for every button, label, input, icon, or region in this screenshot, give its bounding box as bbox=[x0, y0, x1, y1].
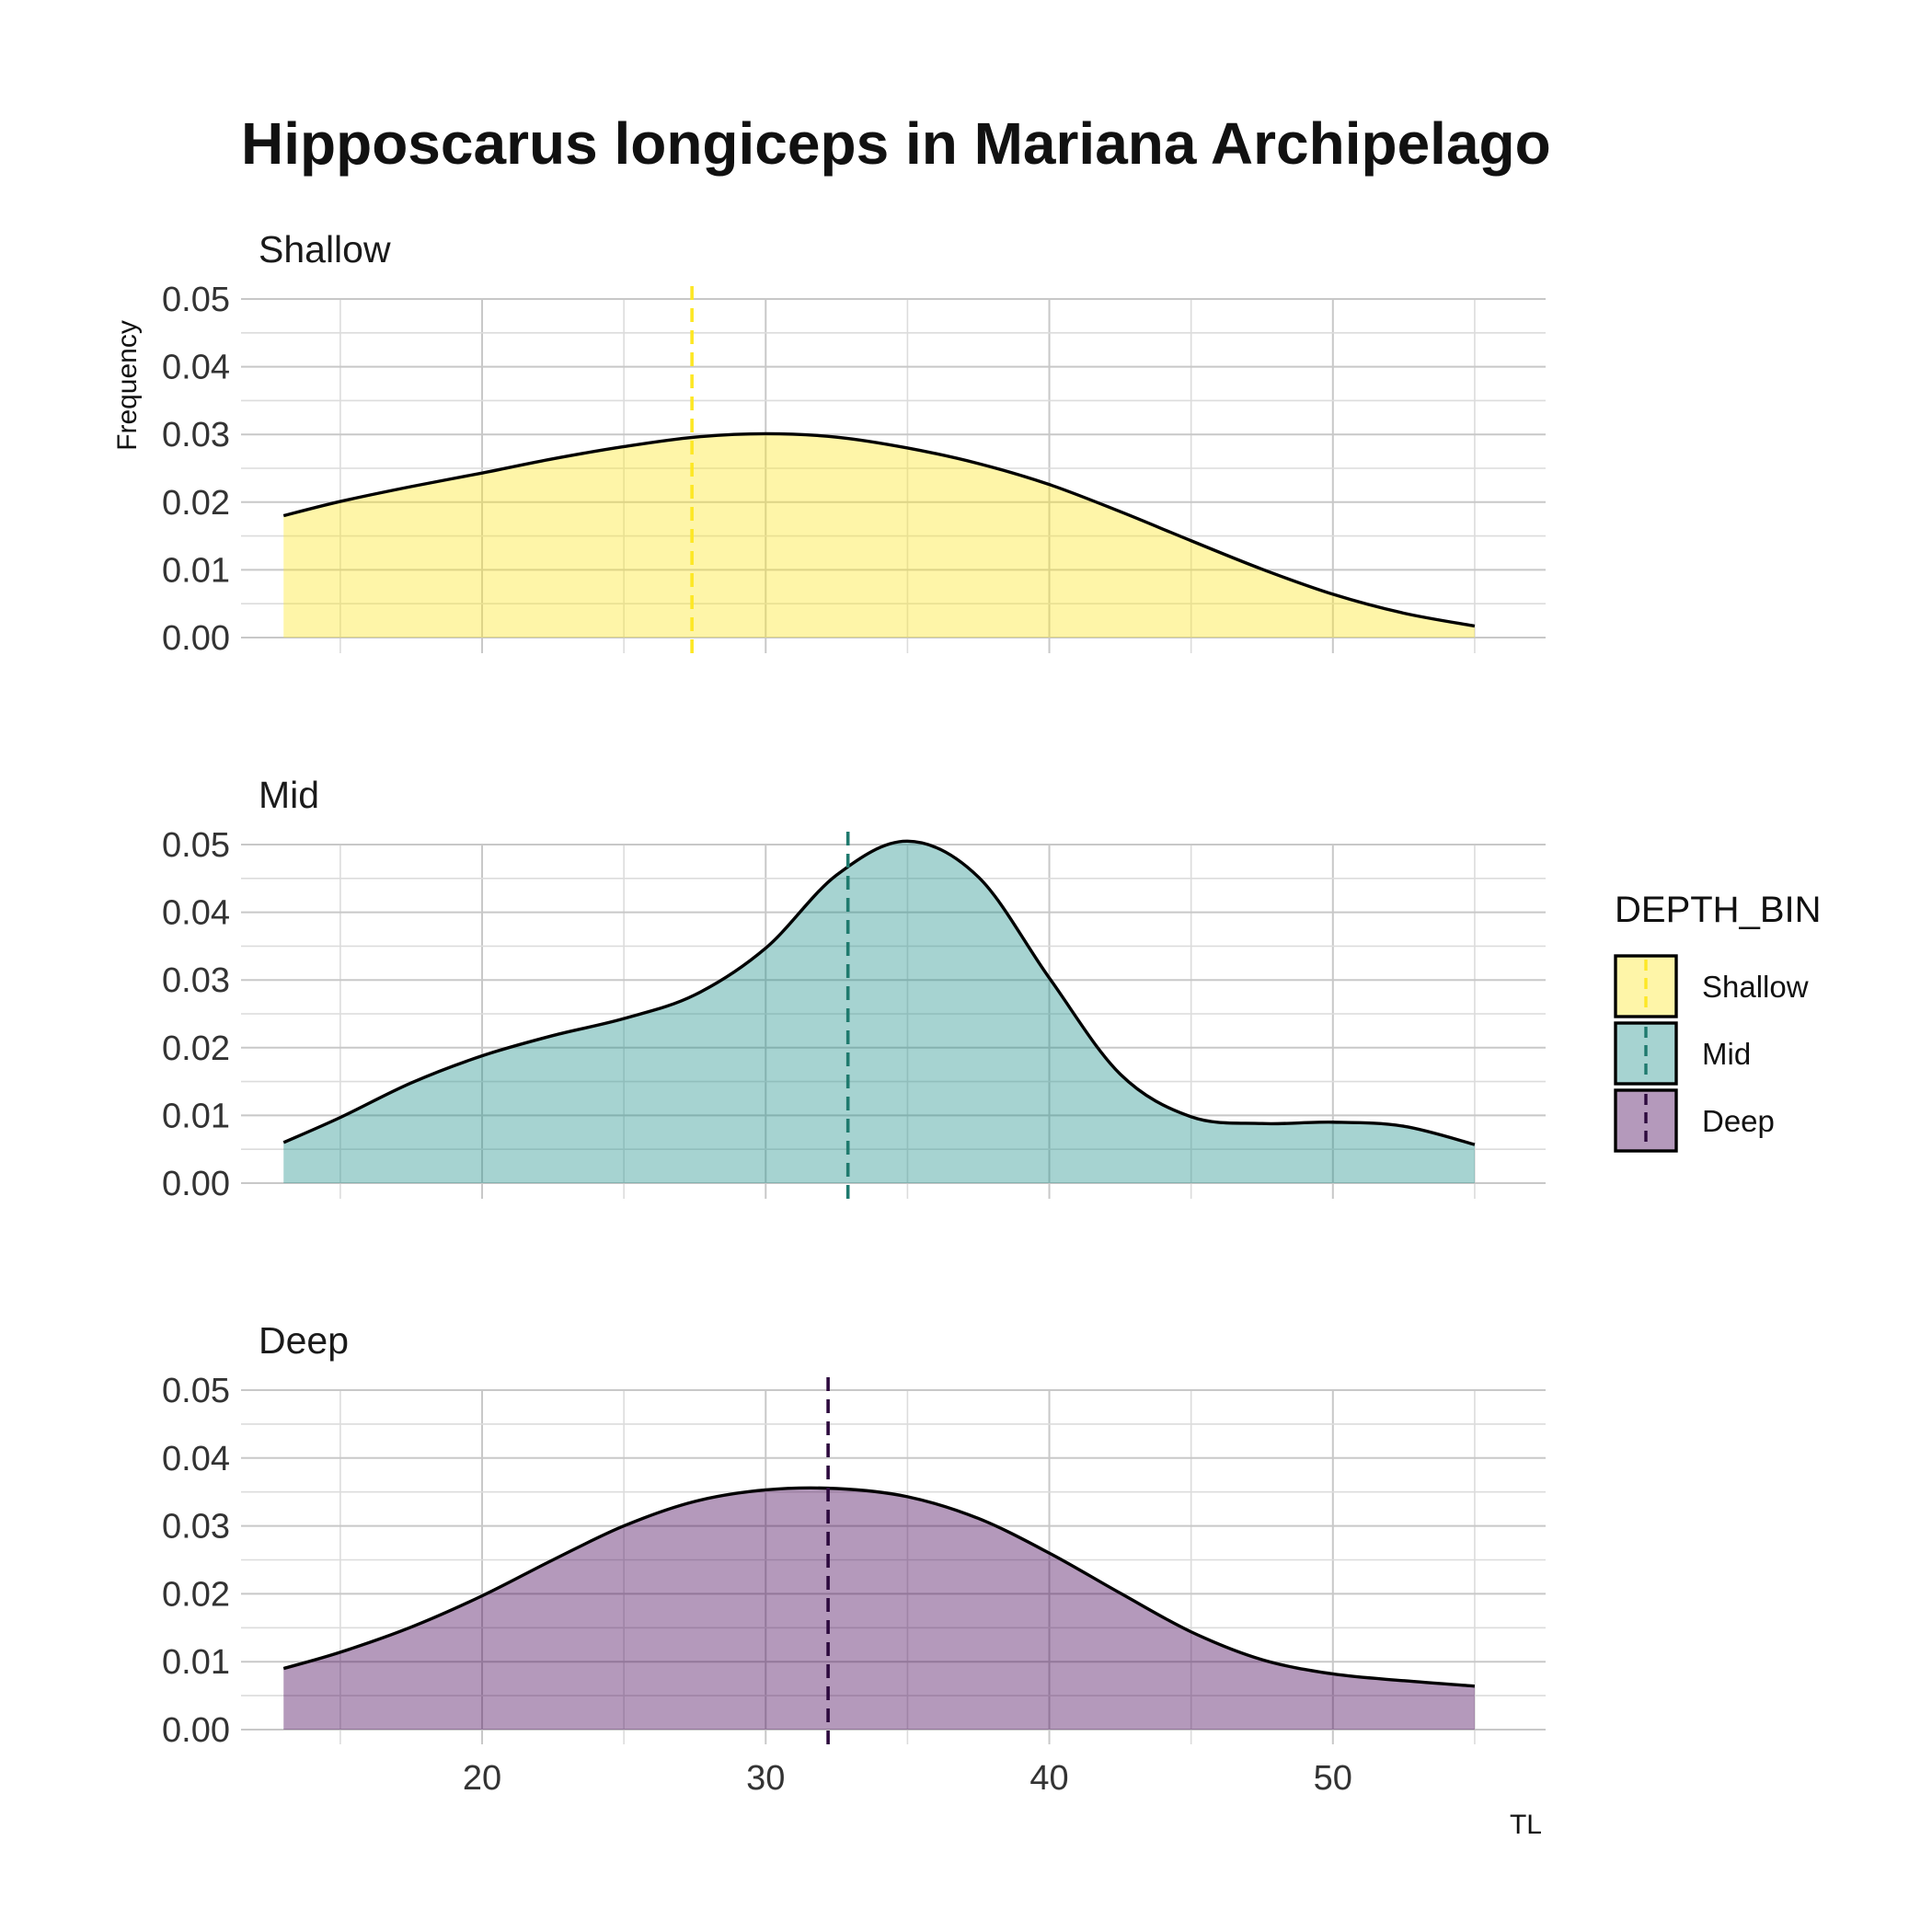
panel-shallow: Shallow 0.00 0.01 0.02 0.03 0.04 0.05 bbox=[162, 228, 1546, 658]
legend-label-deep: Deep bbox=[1702, 1104, 1775, 1138]
density-area-shallow bbox=[283, 433, 1475, 638]
y-tick-label: 0.05 bbox=[162, 281, 230, 319]
panel-shallow-label: Shallow bbox=[259, 228, 391, 270]
legend: DEPTH_BIN Shallow Mid Deep bbox=[1614, 890, 1822, 1153]
y-tick-label: 0.00 bbox=[162, 619, 230, 658]
y-tick-label: 0.03 bbox=[162, 1508, 230, 1547]
facet-panels: Shallow 0.00 0.01 0.02 0.03 0.04 0.05 Mid 0.00 0.… bbox=[162, 228, 1546, 1750]
y-tick-label: 0.03 bbox=[162, 416, 230, 454]
legend-item-deep: Deep bbox=[1614, 1088, 1775, 1153]
legend-item-shallow: Shallow bbox=[1614, 954, 1809, 1018]
x-axis-title: TL bbox=[1510, 1810, 1542, 1840]
density-area-mid bbox=[283, 841, 1475, 1183]
panel-shallow-grid bbox=[241, 298, 1546, 653]
x-tick-label: 20 bbox=[463, 1759, 501, 1798]
x-axis: 20 30 40 50 bbox=[463, 1759, 1352, 1798]
y-tick-label: 0.02 bbox=[162, 1575, 230, 1614]
y-tick-label: 0.01 bbox=[162, 1097, 230, 1135]
y-tick-label: 0.01 bbox=[162, 1643, 230, 1682]
y-tick-label: 0.05 bbox=[162, 826, 230, 865]
x-tick-label: 40 bbox=[1029, 1759, 1068, 1798]
y-tick-label: 0.01 bbox=[162, 551, 230, 590]
legend-label-mid: Mid bbox=[1702, 1037, 1751, 1071]
panel-deep-grid bbox=[241, 1389, 1546, 1744]
y-tick-label: 0.02 bbox=[162, 484, 230, 523]
y-tick-label: 0.03 bbox=[162, 961, 230, 1000]
legend-label-shallow: Shallow bbox=[1702, 970, 1809, 1004]
density-line-mid bbox=[282, 839, 1476, 1146]
y-axis-title: Frequency bbox=[112, 320, 143, 451]
density-line-deep bbox=[282, 1486, 1476, 1688]
chart-title: Hipposcarus longiceps in Mariana Archipe… bbox=[241, 110, 1551, 177]
y-tick-label: 0.04 bbox=[162, 894, 230, 933]
density-area-deep bbox=[283, 1488, 1475, 1730]
y-tick-label: 0.05 bbox=[162, 1372, 230, 1410]
density-line-shallow bbox=[282, 431, 1476, 628]
panel-deep: Deep 0.00 0.01 0.02 0.03 0.04 0.05 bbox=[162, 1319, 1546, 1750]
panel-mid-label: Mid bbox=[259, 774, 319, 816]
legend-title: DEPTH_BIN bbox=[1615, 890, 1822, 930]
panel-deep-label: Deep bbox=[259, 1319, 349, 1362]
panel-mid-grid bbox=[241, 844, 1546, 1199]
x-tick-label: 50 bbox=[1314, 1759, 1352, 1798]
y-tick-label: 0.02 bbox=[162, 1029, 230, 1068]
y-tick-label: 0.00 bbox=[162, 1165, 230, 1203]
y-tick-label: 0.00 bbox=[162, 1711, 230, 1750]
y-tick-label: 0.04 bbox=[162, 349, 230, 387]
y-tick-label: 0.04 bbox=[162, 1440, 230, 1478]
x-tick-label: 30 bbox=[746, 1759, 785, 1798]
legend-item-mid: Mid bbox=[1614, 1021, 1751, 1086]
panel-mid: Mid 0.00 0.01 0.02 0.03 0.04 0.05 bbox=[162, 774, 1546, 1203]
